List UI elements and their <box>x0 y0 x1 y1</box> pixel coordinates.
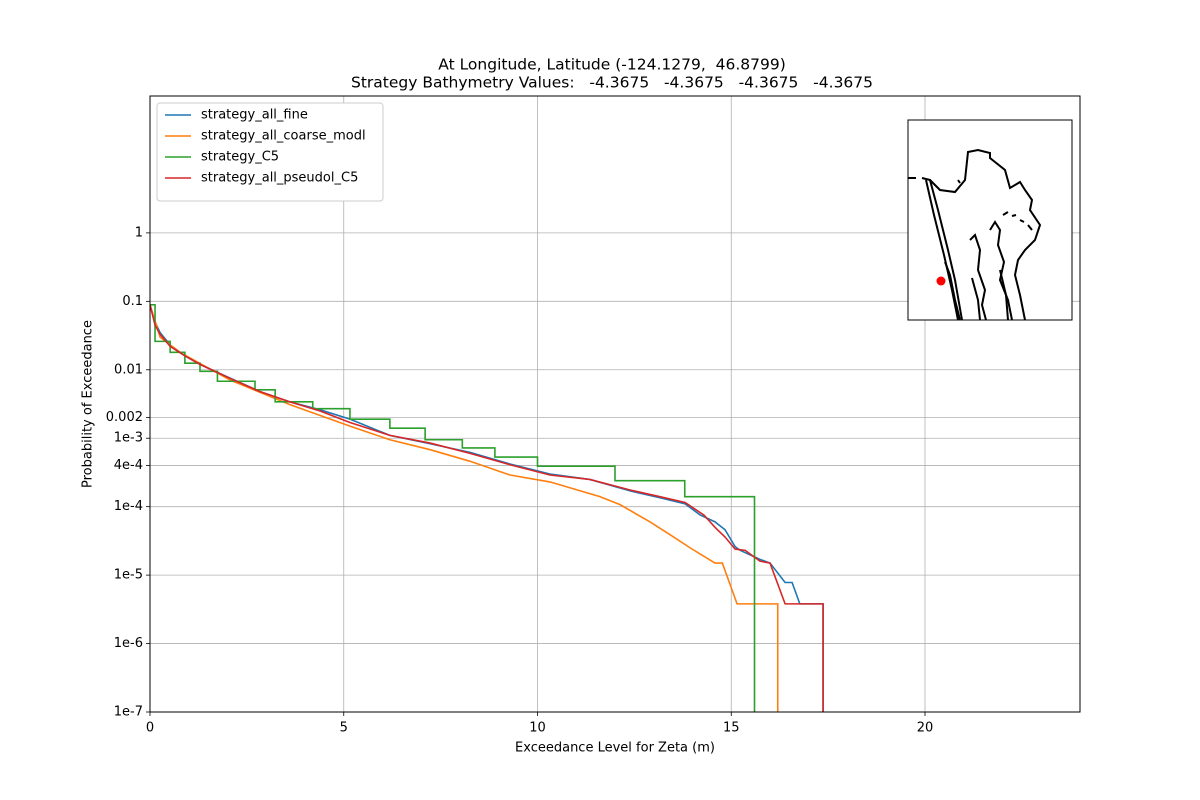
location-marker <box>936 276 946 286</box>
coastline <box>908 148 1042 321</box>
legend-box <box>156 102 384 202</box>
legend-label: strategy_C5 <box>201 150 279 165</box>
y-tick-label: 0.1 <box>122 294 143 309</box>
series-line <box>150 303 756 712</box>
y-tick-label: 1e-7 <box>114 705 143 720</box>
y-tick-label: 1e-6 <box>114 636 143 651</box>
legend-label: strategy_all_pseudol_C5 <box>201 171 358 186</box>
x-axis-label: Exceedance Level for Zeta (m) <box>515 741 715 756</box>
series-line <box>150 304 779 712</box>
x-tick-label: 10 <box>529 721 546 736</box>
y-axis-label: Probability of Exceedance <box>81 320 96 488</box>
y-tick-label: 1e-5 <box>114 568 143 583</box>
y-tick-label: 0.01 <box>114 362 143 377</box>
x-tick-label: 20 <box>917 721 934 736</box>
series-line <box>150 304 824 712</box>
x-tick-label: 15 <box>723 721 740 736</box>
plot-area: 0 5 10 15 20 1e-7 1e-6 1e-5 1e-4 4e-4 1e-3 0.002 0.0… <box>106 95 1081 736</box>
legend-label: strategy_all_fine <box>201 108 308 123</box>
x-tick-label: 0 <box>146 721 154 736</box>
legend-label: strategy_all_coarse_modl <box>201 129 366 144</box>
x-tick-label: 5 <box>340 721 348 736</box>
y-tick-label: 4e-4 <box>114 458 143 473</box>
axes-frame <box>149 95 1081 713</box>
chart-subtitle: Strategy Bathymetry Values: -4.3675 -4.3… <box>351 74 873 92</box>
y-tick-label: 0.002 <box>106 410 143 425</box>
y-tick-label: 1e-4 <box>114 499 143 514</box>
y-tick-label: 1e-3 <box>114 431 143 446</box>
series-line <box>150 304 824 712</box>
inset-frame <box>907 119 1073 321</box>
y-tick-label: 1 <box>135 225 143 240</box>
inset-map <box>907 119 1073 321</box>
chart-title: At Longitude, Latitude (-124.1279, 46.87… <box>438 56 786 74</box>
